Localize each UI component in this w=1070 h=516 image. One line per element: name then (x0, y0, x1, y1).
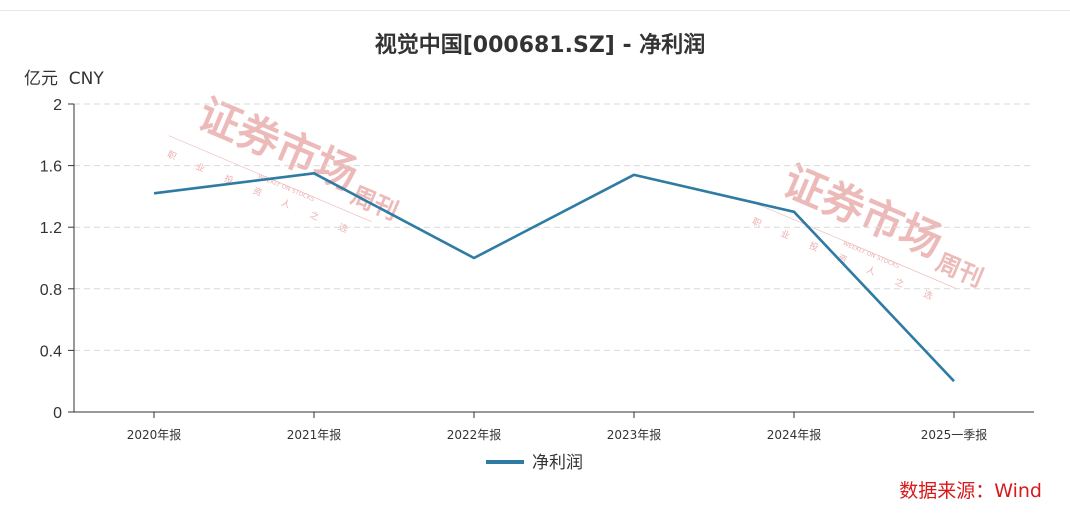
watermark-sub-char: 选 (922, 288, 935, 303)
y-tick-label: 0.8 (40, 282, 62, 299)
grid-lines (74, 103, 1034, 351)
watermark-side-text: 周刊 (347, 180, 403, 225)
top-divider (0, 10, 1070, 11)
x-tick-label: 2024年报 (767, 427, 822, 442)
watermark-sub-char: 之 (893, 276, 906, 291)
y-tick-label: 1.2 (40, 220, 62, 237)
watermark-sub-char: 人 (864, 264, 877, 278)
legend-label[interactable]: 净利润 (532, 453, 583, 473)
watermark-sub-char: 资 (836, 252, 849, 266)
series-layer (153, 172, 955, 383)
y-tick-label: 0 (53, 405, 62, 422)
y-axis-unit-label: 亿元 CNY (24, 69, 104, 89)
watermark-sub-char: 选 (337, 221, 350, 236)
watermark-sub-char: 之 (308, 209, 321, 224)
watermark-sub-char: 业 (779, 228, 792, 242)
watermark-sub-char: 资 (251, 185, 264, 199)
chart-title: 视觉中国[000681.SZ] - 净利润 (375, 32, 706, 58)
watermark-sub-char: 职 (165, 149, 178, 163)
x-axis: 2020年报 2021年报 2022年报 2023年报 2024年报 2025一季报 (74, 411, 1034, 442)
data-source: 数据来源：Wind (899, 480, 1042, 502)
watermark-sub-char: 投 (807, 239, 820, 254)
watermark-side-text: 周刊 (932, 247, 988, 292)
y-tick-label: 2 (53, 97, 62, 114)
watermark-sub-char: 职 (750, 216, 763, 230)
watermark-rule (753, 202, 957, 289)
y-tick-label: 1.6 (40, 159, 62, 176)
x-tick-label: 2021年报 (287, 427, 342, 442)
watermark-sub-char: 业 (194, 161, 207, 175)
series-line (153, 172, 955, 383)
x-tick-label: 2022年报 (447, 427, 502, 442)
x-tick-label: 2023年报 (607, 427, 662, 442)
x-tick-label: 2020年报 (127, 427, 182, 442)
y-axis: 0 0.4 0.8 1.2 1.6 2 (40, 97, 75, 422)
x-tick-label: 2025一季报 (921, 427, 988, 442)
y-tick-label: 0.4 (40, 343, 62, 360)
watermark-sub-char: 人 (279, 197, 292, 211)
legend[interactable]: 净利润 (486, 453, 583, 473)
